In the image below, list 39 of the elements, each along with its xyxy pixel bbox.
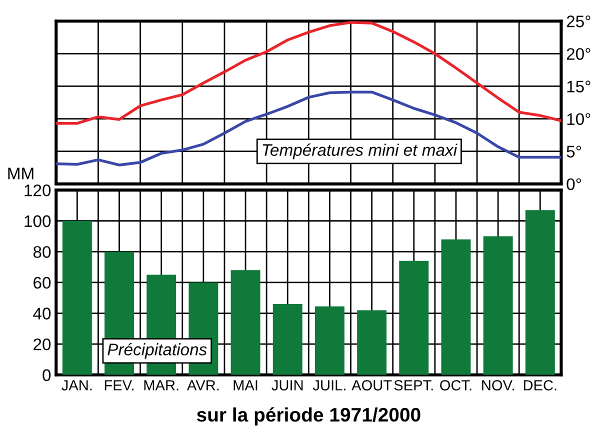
y-tick-label: 10° [567,113,590,126]
annotation: Précipitations [108,342,207,359]
annotation: Températures mini et maxi [262,143,458,160]
x-tick-label: DEC. [524,380,556,390]
x-tick-label: JUIL. [312,380,346,390]
y-tick-label: 60 [34,276,51,289]
bar [399,260,429,375]
x-tick-label: JAN. [62,380,92,390]
line-series [56,90,562,166]
x-tick-label: JUIN [272,380,303,390]
bar [441,239,471,375]
x-axis-title: sur la période 1971/2000 [196,407,420,426]
y-tick-label: 20° [566,48,590,60]
y-tick-label: 80 [33,246,51,258]
bar [230,270,260,375]
y-axis-title: MM [8,168,34,180]
y-tick-label: 120 [24,184,51,196]
x-tick-label: AVR. [186,380,219,390]
bar [62,220,92,375]
bar [525,210,555,375]
y-tick-label: 25° [566,16,590,28]
x-tick-label: SEPT. [394,380,433,390]
x-tick-label: OCT. [440,380,472,390]
y-tick-label: 0 [42,369,51,382]
x-tick-label: MAI [234,380,258,390]
x-tick-label: NOV. [482,380,514,390]
bar [483,236,513,375]
y-tick-label: 20 [34,338,51,350]
bar [314,306,344,375]
x-tick-label: AOUT [352,380,392,390]
x-tick-label: MAR. [144,380,178,390]
y-tick-label: 15° [567,80,590,92]
y-tick-label: 0° [566,178,581,190]
y-tick-label: 100 [24,215,51,228]
y-tick-label: 40 [33,308,51,320]
bar [357,310,387,375]
bar [272,304,302,375]
x-tick-label: FEV. [104,380,134,390]
y-tick-label: 5° [566,146,581,158]
